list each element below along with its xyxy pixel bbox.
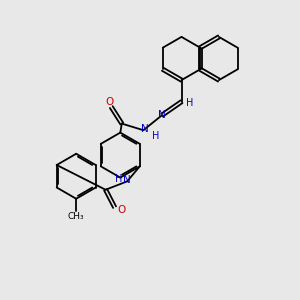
Text: O: O	[117, 205, 125, 215]
Text: N: N	[158, 110, 166, 120]
Text: N: N	[141, 124, 149, 134]
Text: H: H	[186, 98, 194, 108]
Text: O: O	[106, 97, 114, 107]
Text: N: N	[123, 175, 131, 184]
Text: H: H	[152, 130, 159, 141]
Text: H: H	[115, 174, 122, 184]
Text: CH₃: CH₃	[68, 212, 85, 221]
